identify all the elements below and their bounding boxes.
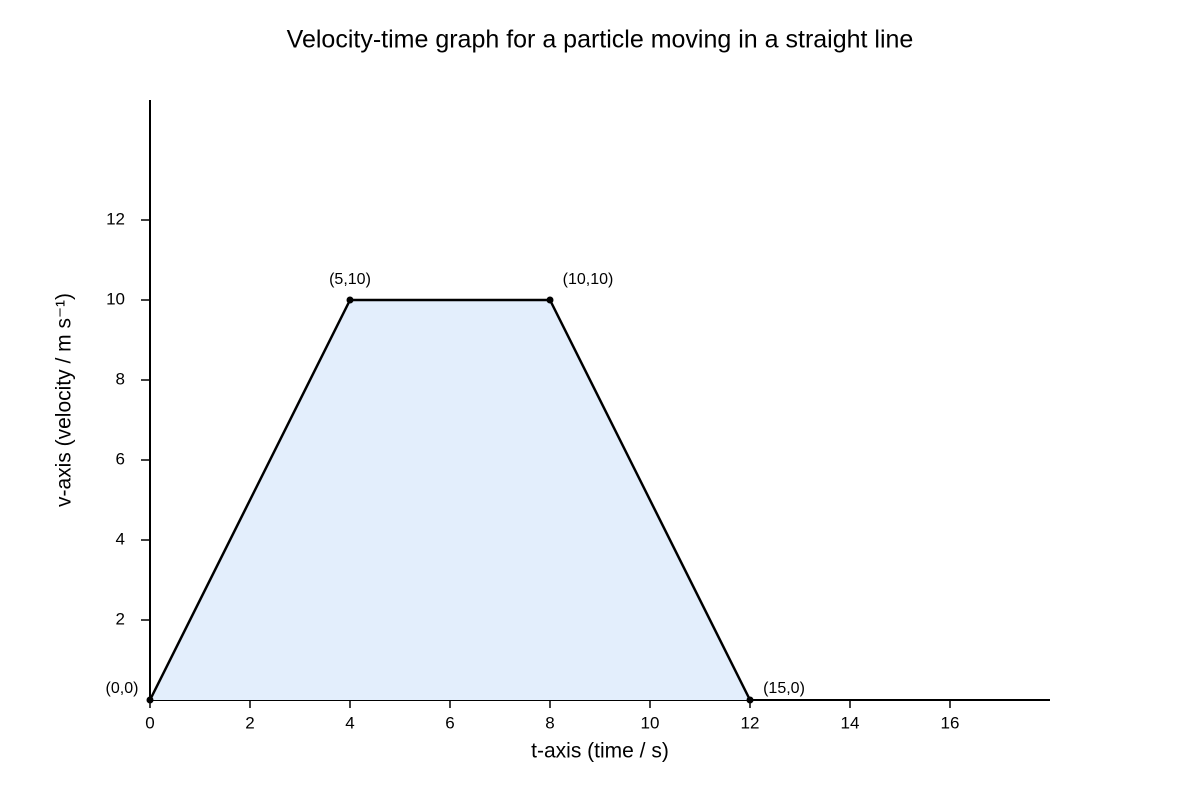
y-axis-label: v-axis (velocity / m s⁻¹) [53,293,76,507]
x-tick-label: 16 [941,713,960,732]
point-label: (0,0) [106,680,139,697]
y-tick-label: 2 [116,609,125,628]
x-tick-label: 2 [245,713,254,732]
point-label: (10,10) [563,271,614,288]
point [746,696,754,704]
line [148,298,752,701]
chart-title: Velocity-time graph for a particle movin… [287,26,914,54]
x-tick-label: 8 [545,713,554,732]
point [146,696,154,704]
x-tick-label: 10 [641,713,660,732]
x-tick-label: 12 [741,713,760,732]
area [150,300,750,700]
x-tick-label: 6 [445,713,454,732]
x-tick-label: 4 [345,713,354,732]
point-label: (15,0) [763,680,805,697]
y-tick-label: 8 [116,369,125,388]
y-tick-label: 12 [106,209,125,228]
y-tick-label: 6 [116,449,125,468]
point [546,296,554,304]
x-axis-label: t-axis (time / s) [531,740,669,763]
point [346,296,354,304]
y-tick-label: 4 [116,529,125,548]
x-tick-label: 0 [145,713,154,732]
point-label: (5,10) [329,271,371,288]
x-tick-label: 14 [841,713,860,732]
y-tick-label: 10 [106,289,125,308]
